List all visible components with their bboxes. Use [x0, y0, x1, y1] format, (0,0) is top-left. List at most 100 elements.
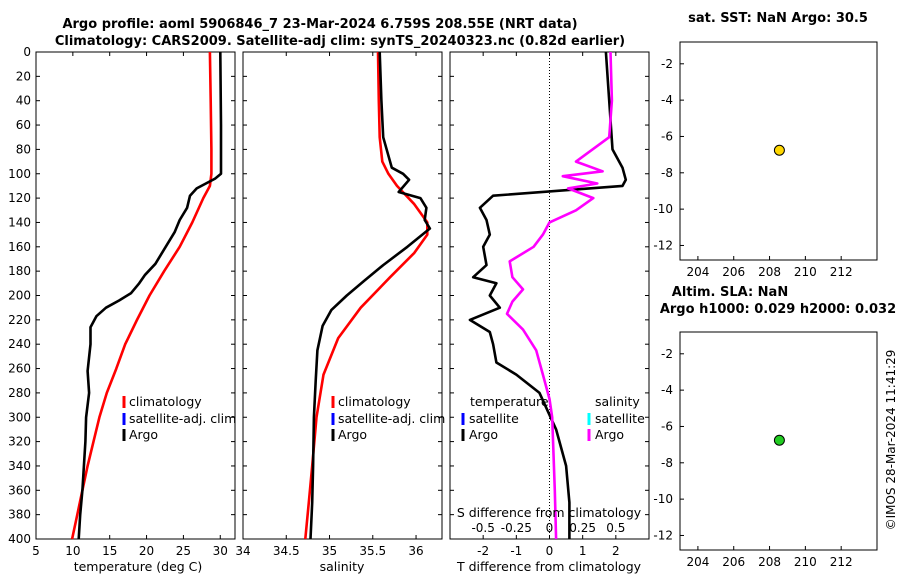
y-tick-label: -6 — [661, 419, 673, 433]
t-difference-xlabel: T difference from climatology — [456, 559, 642, 574]
x-tick-label: 35.5 — [359, 544, 386, 558]
legend-title-temperature: temperature — [470, 394, 549, 409]
x-tick-label: 34 — [235, 544, 250, 558]
legend-label-argo: Argo — [129, 427, 158, 442]
x-tick-label: 15 — [102, 544, 117, 558]
y-tick-label: 180 — [8, 264, 31, 278]
series-line-climatology — [304, 51, 429, 540]
x-tick-label: 210 — [794, 265, 817, 279]
y-tick-label: -4 — [661, 383, 673, 397]
legend-label-climatology: climatology — [338, 394, 411, 409]
y-tick-label: 80 — [16, 142, 31, 156]
x-tick-label: 204 — [686, 265, 709, 279]
salinity-xlabel: salinity — [320, 559, 365, 574]
x-tick-label: 206 — [722, 555, 745, 569]
argo-position-marker — [773, 434, 785, 446]
legend-label-satellite-adj: satellite-adj. clim — [129, 411, 236, 426]
y-tick-label: 0 — [23, 45, 31, 59]
salinity-axes — [242, 51, 443, 540]
t-difference-line — [468, 51, 628, 539]
y-tick-label: -2 — [661, 347, 673, 361]
y-tick-label: 320 — [8, 435, 31, 449]
x-tick-label: 30 — [213, 544, 228, 558]
y-tick-label: 40 — [16, 94, 31, 108]
y-tick-label: 400 — [8, 532, 31, 546]
y-tick-label: 240 — [8, 337, 31, 351]
series-line-argo — [77, 51, 223, 540]
legend-label-climatology: climatology — [129, 394, 202, 409]
x-tick-label: -2 — [477, 544, 489, 558]
y-tick-label: -8 — [661, 456, 673, 470]
x-tick-label: 206 — [722, 265, 745, 279]
temperature-legend: climatology satellite-adj. clim Argo — [122, 394, 236, 442]
x-tick-label: 34.5 — [273, 544, 300, 558]
s-difference-xlabel: S difference from climatology — [457, 505, 642, 520]
x-tick-label: 36 — [408, 544, 423, 558]
s-difference-line — [505, 51, 614, 540]
x-tick-label: 204 — [686, 555, 709, 569]
y-tick-label: 220 — [8, 313, 31, 327]
legend-label-t-satellite: satellite — [469, 411, 519, 426]
title-line-2: Climatology: CARS2009. Satellite-adj cli… — [55, 34, 625, 49]
x-tick-label: 212 — [830, 265, 853, 279]
x-tick-label: 35 — [322, 544, 337, 558]
sst-map: 204 206 208 210 212 -2 -4 -6 -8 -10 -12 — [653, 57, 852, 279]
y-tick-label: 100 — [8, 167, 31, 181]
y-tick-label: 360 — [8, 483, 31, 497]
legend-label-argo: Argo — [338, 427, 367, 442]
y-tick-label: -12 — [653, 238, 673, 252]
x-tick-label: 25 — [176, 544, 191, 558]
series-line-climatology — [70, 51, 213, 540]
sla-title-2: Argo h1000: 0.029 h2000: 0.032 — [660, 302, 896, 317]
y-tick-label: 340 — [8, 459, 31, 473]
s-tick-label: 0.5 — [606, 521, 625, 535]
s-tick-label: -0.5 — [471, 521, 494, 535]
y-tick-label: -4 — [661, 93, 673, 107]
y-tick-label: -12 — [653, 528, 673, 542]
s-tick-label: 0.25 — [569, 521, 596, 535]
depth-axis: 0 20 40 60 80 100 120 140 160 180 200 220 240 260 280 3… — [8, 45, 649, 546]
y-tick-label: 120 — [8, 191, 31, 205]
legend-label-s-satellite: satellite — [595, 411, 645, 426]
legend-label-s-argo: Argo — [595, 427, 624, 442]
y-tick-label: 280 — [8, 386, 31, 400]
x-tick-label: 20 — [139, 544, 154, 558]
legend-label-t-argo: Argo — [469, 427, 498, 442]
x-tick-label: 210 — [794, 555, 817, 569]
temperature-axes — [35, 51, 236, 540]
imos-credit: ©IMOS 28-Mar-2024 11:41:29 — [884, 350, 898, 531]
sla-title-1: Altim. SLA: NaN — [672, 285, 788, 300]
y-tick-label: 260 — [8, 362, 31, 376]
argo-position-marker — [773, 144, 785, 156]
temperature-xlabel: temperature (deg C) — [74, 559, 203, 574]
y-tick-label: -10 — [653, 492, 673, 506]
x-tick-label: 5 — [32, 544, 40, 558]
temperature-plot: 5 10 15 20 25 30 — [32, 51, 228, 558]
x-tick-label: -1 — [510, 544, 522, 558]
legend-label-satellite-adj: satellite-adj. clim — [338, 411, 445, 426]
y-tick-label: -10 — [653, 202, 673, 216]
y-tick-label: 140 — [8, 215, 31, 229]
difference-legend: temperature satellite Argo salinity sate… — [461, 394, 645, 442]
x-tick-label: 0 — [546, 544, 554, 558]
s-tick-label: 0 — [546, 521, 554, 535]
y-tick-label: -2 — [661, 57, 673, 71]
salinity-plot: 34 34.5 35 35.5 36 — [235, 51, 432, 558]
x-tick-label: 2 — [612, 544, 620, 558]
y-tick-label: 20 — [16, 69, 31, 83]
x-tick-label: 10 — [65, 544, 80, 558]
x-tick-label: 212 — [830, 555, 853, 569]
series-line-argo — [309, 51, 432, 540]
salinity-legend: climatology satellite-adj. clim Argo — [331, 394, 445, 442]
y-tick-label: -8 — [661, 166, 673, 180]
title-line-1: Argo profile: aoml 5906846_7 23-Mar-2024… — [62, 17, 577, 32]
y-tick-label: 60 — [16, 118, 31, 132]
s-tick-label: -0.25 — [501, 521, 532, 535]
sst-title: sat. SST: NaN Argo: 30.5 — [688, 11, 868, 26]
difference-plot: -2 -1 0 1 2 -0.5 -0.25 0 0.25 0.5 — [468, 51, 628, 558]
legend-title-salinity: salinity — [595, 394, 640, 409]
y-tick-label: 300 — [8, 410, 31, 424]
y-tick-label: 380 — [8, 508, 31, 522]
x-tick-label: 208 — [758, 555, 781, 569]
